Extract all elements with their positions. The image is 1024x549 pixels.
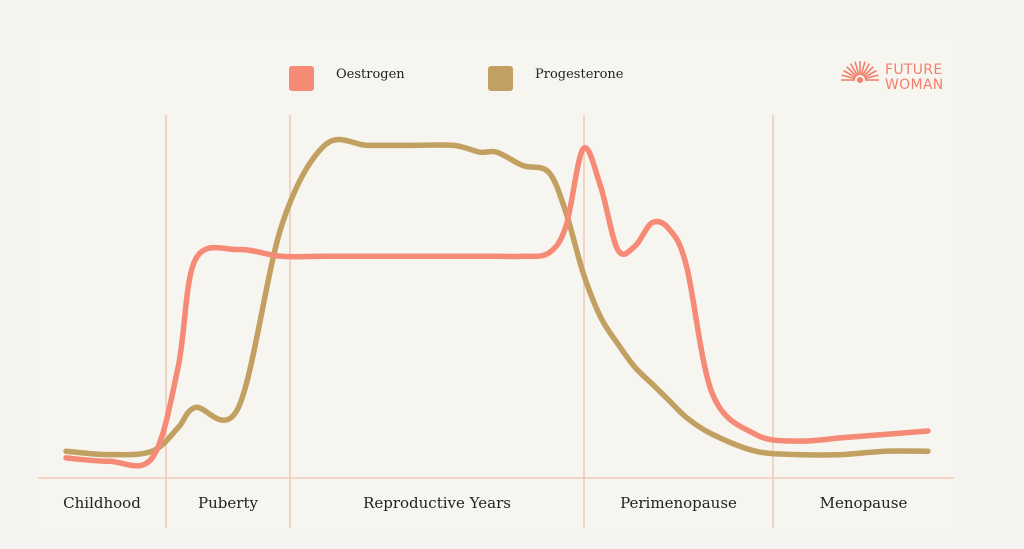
logo-ray <box>861 63 871 77</box>
logo-ray <box>860 61 866 76</box>
sunburst-logo-icon <box>841 61 879 83</box>
logo-ray <box>862 66 874 78</box>
logo-ray <box>854 61 860 76</box>
logo-ray <box>843 69 857 79</box>
logo-dot <box>857 77 863 83</box>
future-woman-logo: FUTURE WOMAN <box>841 61 944 93</box>
logo-ray <box>863 69 877 79</box>
logo-text-line2: WOMAN <box>885 77 944 93</box>
phase-label: Childhood <box>63 494 141 512</box>
phase-label: Puberty <box>198 494 258 512</box>
logo-ray <box>864 74 879 80</box>
logo-text-line1: FUTURE <box>885 62 942 78</box>
phase-label: Reproductive Years <box>363 494 511 512</box>
oestrogen-legend-swatch <box>289 66 314 91</box>
progesterone-legend-swatch <box>488 66 513 91</box>
progesterone-legend-label: Progesterone <box>535 67 624 82</box>
oestrogen-legend-label: Oestrogen <box>336 67 405 82</box>
progesterone-series-line <box>63 136 931 458</box>
phase-label: Menopause <box>820 494 908 512</box>
logo-ray <box>841 74 856 80</box>
logo-ray <box>849 63 859 77</box>
oestrogen-series-line <box>63 145 931 469</box>
logo-ray <box>846 66 858 78</box>
phase-label: Perimenopause <box>620 494 737 512</box>
